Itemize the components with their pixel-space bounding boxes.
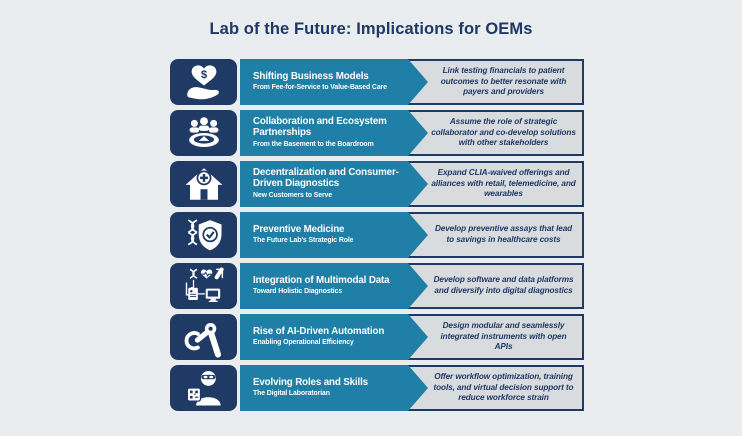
dna-shield-check-icon — [187, 219, 221, 251]
row-preventive-medicine: Preventive Medicine The Future Lab's Str… — [170, 212, 584, 258]
implication-text: Link testing financials to patient outco… — [440, 66, 567, 97]
driver-band: Evolving Roles and Skills The Digital La… — [240, 365, 428, 411]
page-title: Lab of the Future: Implications for OEMs — [209, 20, 533, 38]
implication-box: Assume the role of strategic collaborato… — [399, 110, 584, 156]
driver-band: Integration of Multimodal Data Toward Ho… — [240, 263, 428, 309]
row-subtitle: Toward Holistic Diagnostics — [253, 288, 343, 296]
row-subtitle: Enabling Operational Efficiency — [253, 339, 354, 347]
implication-text: Offer workflow optimization, training to… — [433, 372, 574, 403]
driver-band: Decentralization and Consumer-Driven Dia… — [240, 161, 428, 207]
row-subtitle: From the Basement to the Boardroom — [253, 140, 374, 148]
icon-tile: $ — [170, 59, 237, 105]
implication-box: Develop software and data platforms and … — [399, 263, 584, 309]
icon-tile — [170, 161, 237, 207]
row-shifting-business-models: $ Shifting Business Models From Fee-for-… — [170, 59, 584, 105]
hand-heart-dollar-icon: $ — [186, 65, 219, 100]
row-title: Shifting Business Models — [253, 70, 369, 82]
icon-tile — [170, 110, 237, 156]
driver-band: Collaboration and Ecosystem Partnerships… — [240, 110, 428, 156]
driver-band: Shifting Business Models From Fee-for-Se… — [240, 59, 428, 105]
implication-text: Develop preventive assays that lead to s… — [434, 224, 573, 244]
row-title: Preventive Medicine — [253, 223, 345, 235]
icon-tile — [170, 263, 237, 309]
svg-text:$: $ — [200, 69, 207, 81]
multimodal-data-icon — [185, 267, 224, 303]
implication-box: Expand CLIA-waived offerings and allianc… — [399, 161, 584, 207]
rows-container: $ Shifting Business Models From Fee-for-… — [170, 59, 584, 416]
medical-home-icon — [185, 168, 222, 200]
icon-tile — [170, 212, 237, 258]
driver-band: Rise of AI-Driven Automation Enabling Op… — [240, 314, 428, 360]
robotic-arm-icon — [184, 323, 221, 358]
row-title: Rise of AI-Driven Automation — [253, 325, 385, 337]
row-multimodal-data: Integration of Multimodal Data Toward Ho… — [170, 263, 584, 309]
row-title: Evolving Roles and Skills — [253, 376, 368, 388]
row-subtitle: The Digital Laboratorian — [253, 390, 330, 398]
row-subtitle: From Fee-for-Service to Value-Based Care — [253, 84, 387, 92]
implication-box: Offer workflow optimization, training to… — [399, 365, 584, 411]
icon-tile — [170, 314, 237, 360]
person-goggles-chip-icon — [186, 370, 221, 406]
row-subtitle: New Customers to Serve — [253, 191, 332, 199]
row-decentralization-diagnostics: Decentralization and Consumer-Driven Dia… — [170, 161, 584, 207]
implication-box: Link testing financials to patient outco… — [399, 59, 584, 105]
implication-text: Expand CLIA-waived offerings and allianc… — [431, 168, 576, 199]
row-collaboration-ecosystem: Collaboration and Ecosystem Partnerships… — [170, 110, 584, 156]
implication-text: Design modular and seamlessly integrated… — [440, 321, 567, 352]
people-around-table-icon — [188, 117, 219, 147]
implication-text: Develop software and data platforms and … — [433, 275, 574, 295]
row-title: Decentralization and Consumer-Driven Dia… — [253, 167, 399, 190]
row-ai-automation: Rise of AI-Driven Automation Enabling Op… — [170, 314, 584, 360]
row-subtitle: The Future Lab's Strategic Role — [253, 237, 354, 245]
implication-box: Develop preventive assays that lead to s… — [399, 212, 584, 258]
implication-text: Assume the role of strategic collaborato… — [431, 117, 576, 148]
row-title: Collaboration and Ecosystem Partnerships — [253, 116, 387, 139]
row-title: Integration of Multimodal Data — [253, 274, 390, 286]
implication-box: Design modular and seamlessly integrated… — [399, 314, 584, 360]
icon-tile — [170, 365, 237, 411]
row-evolving-roles-skills: Evolving Roles and Skills The Digital La… — [170, 365, 584, 411]
driver-band: Preventive Medicine The Future Lab's Str… — [240, 212, 428, 258]
